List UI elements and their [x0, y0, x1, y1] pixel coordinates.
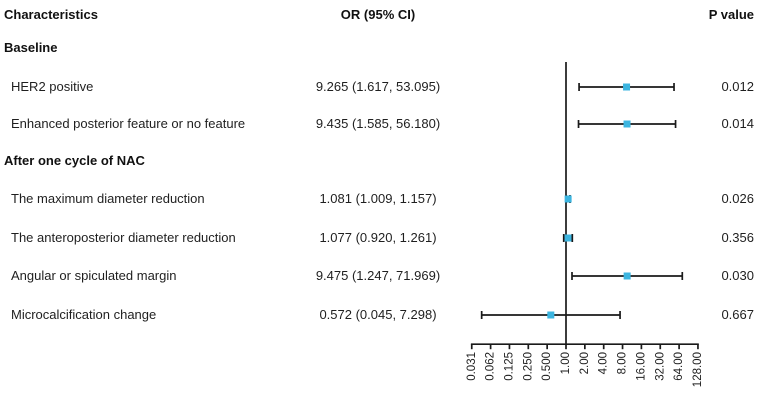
row-label: HER2 positive: [11, 79, 94, 94]
x-axis-tick-label: 0.031: [466, 352, 478, 381]
x-axis-tick-label: 64.00: [673, 352, 685, 381]
row-p-value: 0.030: [721, 268, 754, 283]
or-marker: [564, 195, 572, 203]
x-axis-tick-label: 0.250: [522, 352, 534, 381]
group-label-after-nac: After one cycle of NAC: [4, 153, 145, 168]
group-label-baseline: Baseline: [4, 40, 58, 55]
row-or-ci: 9.435 (1.585, 56.180): [315, 116, 441, 131]
x-axis-tick-label: 2.00: [579, 352, 591, 374]
x-axis-tick-label: 0.062: [485, 352, 497, 381]
or-marker: [547, 311, 555, 319]
x-axis-tick-label: 0.125: [503, 352, 515, 381]
column-header-or-ci: OR (95% CI): [340, 7, 416, 22]
x-axis-tick-label: 8.00: [617, 352, 629, 374]
row-label: The maximum diameter reduction: [11, 191, 205, 206]
row-p-value: 0.014: [721, 116, 754, 131]
row-p-value: 0.667: [721, 307, 754, 322]
x-axis-tick-label: 4.00: [598, 352, 610, 374]
row-p-value: 0.012: [721, 79, 754, 94]
row-or-ci: 1.081 (1.009, 1.157): [319, 191, 437, 206]
row-or-ci: 9.265 (1.617, 53.095): [315, 79, 441, 94]
row-p-value: 0.356: [721, 230, 754, 245]
row-p-value: 0.026: [721, 191, 754, 206]
or-marker: [623, 83, 631, 91]
or-marker: [564, 234, 572, 242]
x-axis-tick-label: 16.00: [635, 352, 647, 381]
or-marker: [623, 120, 631, 128]
x-axis-tick-label: 128.00: [692, 352, 704, 387]
row-label: The anteroposterior diameter reduction: [11, 230, 236, 245]
column-header-p-value: P value: [708, 7, 754, 22]
row-label: Angular or spiculated margin: [11, 268, 177, 283]
column-header-characteristics: Characteristics: [4, 7, 98, 22]
row-label: Microcalcification change: [11, 307, 157, 322]
x-axis-tick-label: 0.500: [541, 352, 553, 381]
or-marker: [623, 272, 631, 280]
row-or-ci: 0.572 (0.045, 7.298): [319, 307, 437, 322]
x-axis-tick-label: 1.00: [560, 352, 572, 374]
x-axis-tick-label: 32.00: [654, 352, 666, 381]
row-or-ci: 9.475 (1.247, 71.969): [315, 268, 441, 283]
row-or-ci: 1.077 (0.920, 1.261): [319, 230, 437, 245]
row-label: Enhanced posterior feature or no feature: [11, 116, 246, 131]
